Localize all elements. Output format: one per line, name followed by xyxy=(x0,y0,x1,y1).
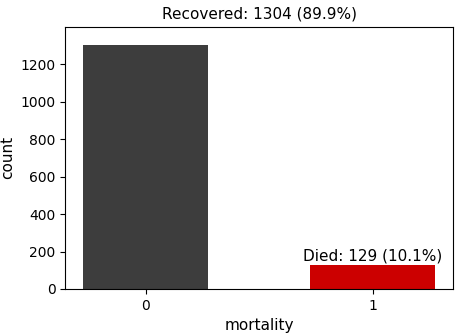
Title: Recovered: 1304 (89.9%): Recovered: 1304 (89.9%) xyxy=(162,6,357,22)
Bar xyxy=(83,45,208,289)
Y-axis label: count: count xyxy=(0,136,15,179)
Text: Died: 129 (10.1%): Died: 129 (10.1%) xyxy=(303,249,442,264)
Bar xyxy=(311,265,435,289)
X-axis label: mortality: mortality xyxy=(225,318,294,333)
